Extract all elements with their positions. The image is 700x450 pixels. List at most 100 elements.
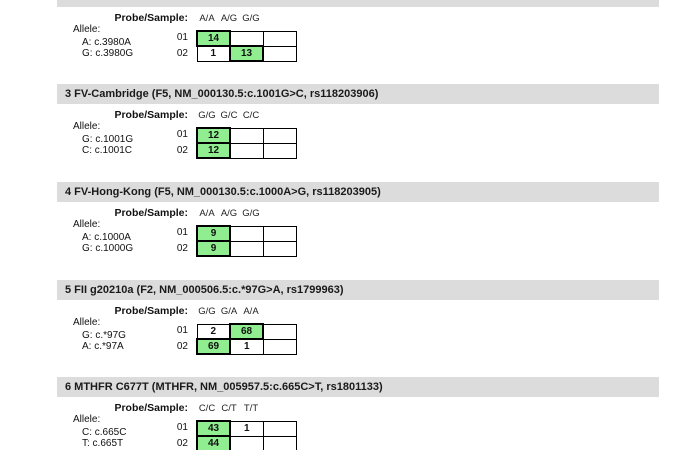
table-row: 43 1 (196, 420, 297, 437)
section-4-fv-hong-kong: 4 FV-Hong-Kong (F5, NM_000130.5:c.1000A>… (0, 182, 700, 280)
count-cell: 68 (229, 323, 264, 340)
count-cell (229, 142, 264, 159)
allele-value: G: c.1001G (82, 134, 134, 145)
count-cell (262, 127, 297, 144)
allele-value: T: c.665T (82, 438, 124, 449)
genotype-header-row: A/A A/G G/G (196, 208, 262, 219)
count-cell (262, 435, 297, 450)
table-row: 14 (196, 30, 297, 47)
count-cell: 43 (196, 420, 231, 437)
count-cell: 13 (229, 45, 264, 62)
count-cell (262, 420, 297, 437)
count-cell (262, 240, 297, 257)
count-cell (229, 225, 264, 242)
table-row: 9 (196, 225, 297, 242)
count-table: 2 68 69 1 (196, 323, 297, 355)
table-row: 69 1 (196, 338, 297, 355)
row-label: 01 (176, 325, 188, 336)
genotype-header: A/G (220, 208, 238, 219)
genotype-header: A/A (199, 208, 215, 219)
genotype-header: G/G (198, 110, 216, 121)
table-row: 12 (196, 127, 297, 144)
probe-sample-label: Probe/Sample: (114, 402, 188, 414)
genotype-header: G/A (220, 306, 238, 317)
table-row: 2 68 (196, 323, 297, 340)
row-label: 01 (176, 422, 188, 433)
genotype-header: G/C (220, 110, 238, 121)
count-table: 14 1 13 (196, 30, 297, 62)
allele-value: G: c.*97G (82, 330, 126, 341)
count-table: 12 12 (196, 127, 297, 159)
genotype-header: A/A (199, 13, 215, 24)
section-title: 5 FII g20210a (F2, NM_000506.5:c.*97G>A,… (65, 284, 344, 296)
probe-sample-label: Probe/Sample: (114, 12, 188, 24)
allele-value: C: c.1001C (82, 145, 133, 156)
table-row: 1 13 (196, 45, 297, 62)
genotype-header: A/G (220, 13, 238, 24)
count-cell: 14 (196, 30, 231, 47)
section-3-fv-cambridge: 3 FV-Cambridge (F5, NM_000130.5:c.1001G>… (0, 84, 700, 182)
section-6-mthfr-c677t: 6 MTHFR C677T (MTHFR, NM_005957.5:c.665C… (0, 377, 700, 450)
allele-label: Allele: (73, 219, 101, 230)
count-cell: 12 (196, 142, 231, 159)
row-label: 02 (176, 48, 188, 59)
count-cell (262, 45, 297, 62)
section-title: 3 FV-Cambridge (F5, NM_000130.5:c.1001G>… (65, 88, 379, 100)
table-row: 9 (196, 240, 297, 257)
count-cell: 44 (196, 435, 231, 450)
genotype-header: C/T (221, 403, 237, 414)
allele-label: Allele: (73, 414, 101, 425)
row-label: 01 (176, 129, 188, 140)
probe-sample-label: Probe/Sample: (114, 109, 188, 121)
count-cell (229, 127, 264, 144)
count-cell: 9 (196, 240, 231, 257)
allele-value: C: c.665C (82, 427, 127, 438)
section-header-bar: 4 FV-Hong-Kong (F5, NM_000130.5:c.1000A>… (57, 182, 659, 202)
section-title: 6 MTHFR C677T (MTHFR, NM_005957.5:c.665C… (65, 381, 383, 393)
section-header-bar: 5 FII g20210a (F2, NM_000506.5:c.*97G>A,… (57, 280, 659, 300)
row-label: 02 (176, 145, 188, 156)
allele-label: Allele: (73, 121, 101, 132)
count-table: 9 9 (196, 225, 297, 257)
row-label: 02 (176, 341, 188, 352)
section-2-partial: Probe/Sample: A/A A/G G/G Allele: A: c.3… (0, 0, 700, 85)
allele-value: A: c.*97A (82, 341, 124, 352)
count-cell (262, 30, 297, 47)
row-label: 01 (176, 32, 188, 43)
genotype-header: T/T (243, 403, 259, 414)
count-cell: 1 (196, 45, 231, 62)
count-cell (262, 142, 297, 159)
row-label: 02 (176, 243, 188, 254)
section-title: 4 FV-Hong-Kong (F5, NM_000130.5:c.1000A>… (65, 186, 381, 198)
allele-label: Allele: (73, 24, 101, 35)
count-cell (262, 225, 297, 242)
count-cell (229, 435, 264, 450)
count-table: 43 1 44 (196, 420, 297, 450)
allele-value: G: c.3980G (82, 48, 134, 59)
genotype-header: G/G (198, 306, 216, 317)
genotype-header-row: A/A A/G G/G (196, 13, 262, 24)
table-row: 12 (196, 142, 297, 159)
genotype-header-row: C/C C/T T/T (196, 403, 262, 414)
probe-sample-label: Probe/Sample: (114, 207, 188, 219)
section-header-bar: 6 MTHFR C677T (MTHFR, NM_005957.5:c.665C… (57, 377, 659, 397)
count-cell: 1 (229, 338, 264, 355)
allele-label: Allele: (73, 317, 101, 328)
allele-value: A: c.3980A (82, 37, 131, 48)
count-cell: 2 (196, 323, 231, 340)
allele-value: A: c.1000A (82, 232, 131, 243)
genotype-header: C/C (198, 403, 216, 414)
row-label: 01 (176, 227, 188, 238)
count-cell (229, 30, 264, 47)
genotype-header: A/A (243, 306, 259, 317)
section-5-fii-g20210a: 5 FII g20210a (F2, NM_000506.5:c.*97G>A,… (0, 280, 700, 378)
genotype-header: G/G (242, 208, 260, 219)
table-row: 44 (196, 435, 297, 450)
genotype-header-row: G/G G/C C/C (196, 110, 262, 121)
probe-sample-label: Probe/Sample: (114, 305, 188, 317)
section-header-bar: 3 FV-Cambridge (F5, NM_000130.5:c.1001G>… (57, 84, 659, 104)
count-cell: 9 (196, 225, 231, 242)
count-cell (262, 338, 297, 355)
count-cell: 69 (196, 338, 231, 355)
genotype-header: G/G (242, 13, 260, 24)
